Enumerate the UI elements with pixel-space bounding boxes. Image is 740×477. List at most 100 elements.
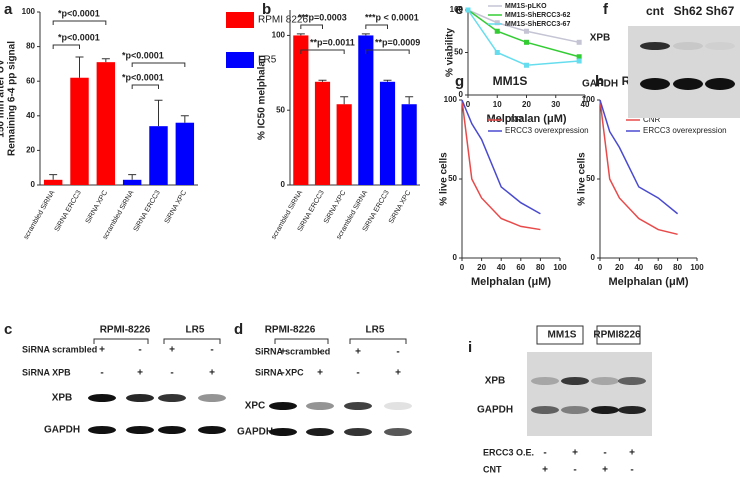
x-axis-label: Melphalan (μM)	[471, 276, 551, 288]
marker	[494, 50, 500, 55]
x-tick-label: 100	[690, 263, 704, 272]
annotation: *p<0.0001	[122, 72, 164, 82]
band	[531, 377, 559, 385]
group-bracket	[163, 338, 221, 344]
error-bar	[296, 33, 305, 36]
panel-label: g	[455, 73, 464, 90]
panel-label: h	[595, 73, 604, 90]
legend-label: MM1S-ShERCC3-62	[505, 12, 570, 19]
bar	[175, 122, 195, 185]
condition-label: SiRNA XPC	[255, 367, 304, 377]
condition-sign: +	[99, 345, 105, 356]
lane-label: cnt	[646, 4, 664, 18]
band	[561, 406, 589, 414]
group-label: RPMI8226	[593, 330, 641, 341]
group-bracket	[596, 325, 641, 345]
x-tick-label: 40	[497, 263, 506, 272]
y-tick-label: 100	[444, 95, 458, 104]
bracket	[52, 20, 107, 25]
group-bracket	[93, 338, 149, 344]
legend-label: CNR	[505, 115, 523, 124]
condition-sign: -	[603, 448, 606, 459]
error-bar	[361, 33, 370, 36]
legend-label: MM1S-pLKO	[505, 3, 547, 10]
bracket	[300, 49, 345, 54]
band	[618, 406, 646, 414]
condition-sign: +	[395, 368, 401, 379]
condition-sign: +	[169, 345, 175, 356]
group-label: LR5	[186, 325, 205, 336]
band	[269, 402, 297, 410]
x-axis-label: Melphalan (μM)	[486, 113, 566, 125]
band	[705, 78, 735, 90]
legend-label: ERCC3 overexpression	[643, 126, 727, 135]
y-tick-label: 50	[586, 174, 595, 183]
y-tick-label: 100	[272, 31, 286, 40]
band	[591, 406, 619, 414]
bar	[149, 126, 168, 185]
condition-sign: +	[280, 347, 286, 358]
condition-label: SiRNA scrambled	[255, 346, 330, 356]
condition-sign: -	[573, 465, 576, 476]
band	[198, 426, 226, 434]
bracket	[365, 49, 410, 54]
bar	[336, 104, 352, 185]
y-tick-label: 0	[281, 180, 286, 189]
band-label: GAPDH	[237, 427, 273, 438]
band-label: XPC	[245, 401, 266, 412]
line	[599, 99, 678, 236]
band-label: XPB	[485, 376, 506, 387]
bar	[401, 104, 417, 185]
band	[306, 402, 334, 410]
band	[344, 402, 372, 410]
bar	[43, 179, 63, 185]
condition-sign: +	[602, 465, 608, 476]
error-bar	[154, 99, 163, 127]
y-tick-label: 100	[450, 5, 464, 14]
x-tick-label: 0	[598, 263, 603, 272]
legend-swatch	[226, 52, 254, 68]
panel-label: i	[468, 339, 472, 356]
group-bracket	[274, 338, 329, 344]
condition-sign: -	[138, 345, 141, 356]
bar	[96, 62, 116, 185]
condition-sign: +	[137, 368, 143, 379]
annotation: **p=0.0011	[310, 37, 355, 47]
bar	[314, 81, 331, 185]
condition-sign: -	[543, 448, 546, 459]
marker	[576, 54, 582, 60]
band	[705, 42, 735, 50]
x-tick-label: 0	[460, 263, 465, 272]
condition-label: ERCC3 O.E.	[483, 447, 534, 457]
annotation: *p<0.0001	[58, 8, 100, 18]
group-label: MM1S	[548, 330, 577, 341]
y-tick-label: 0	[31, 180, 36, 189]
bracket	[365, 24, 388, 29]
annotation: ***p=0.0003	[298, 12, 347, 22]
band-label: GAPDH	[477, 405, 513, 416]
y-tick-label: 0	[459, 90, 464, 99]
y-axis-label: % IC50 melphalan	[257, 55, 268, 140]
x-tick-label: 10	[493, 100, 502, 109]
y-axis-label: 150 min after UV	[0, 59, 7, 138]
annotation: ***p < 0.0001	[365, 12, 419, 22]
panel-label: c	[4, 321, 12, 338]
condition-sign: -	[630, 465, 633, 476]
band	[591, 377, 619, 385]
condition-sign: -	[318, 347, 321, 358]
error-bar	[101, 58, 110, 63]
y-tick-label: 60	[26, 76, 35, 85]
bar	[358, 35, 374, 185]
error-bar	[75, 56, 84, 78]
x-tick-label: 40	[634, 263, 643, 272]
band-label: XPB	[590, 33, 611, 44]
band	[126, 394, 154, 402]
band	[384, 402, 412, 410]
marker	[465, 7, 471, 13]
condition-label: SiRNA scrambled	[22, 344, 97, 354]
condition-sign: -	[170, 368, 173, 379]
error-bar	[318, 79, 327, 82]
group-label: RPMI-8226	[100, 325, 151, 336]
group-label: RPMI-8226	[265, 325, 316, 336]
legend-label: RPMI 8226	[258, 15, 308, 26]
